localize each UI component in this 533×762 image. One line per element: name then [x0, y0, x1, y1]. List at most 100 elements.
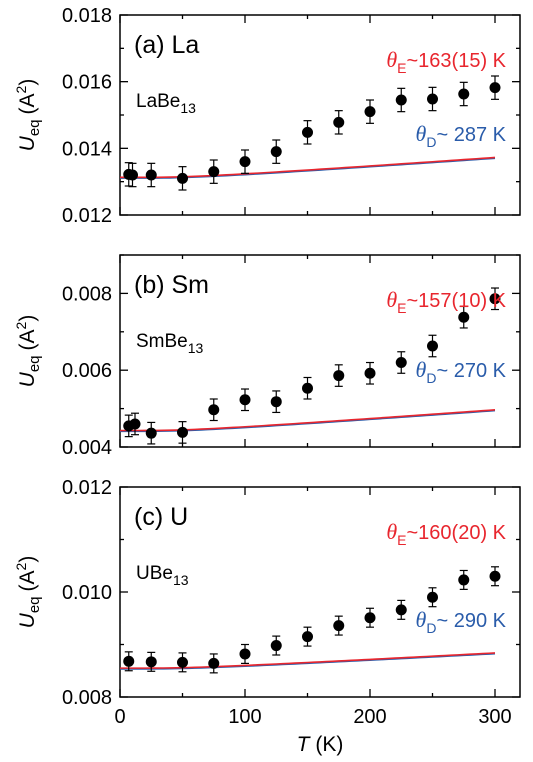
data-point-group: [489, 75, 501, 100]
theta-e-annotation: θE~160(20) K: [386, 519, 506, 548]
compound-label: UBe13: [136, 563, 189, 588]
data-point-group: [302, 120, 313, 145]
data-point-group: [270, 635, 282, 656]
data-point-group: [177, 421, 188, 444]
einstein-fit-line: [119, 652, 496, 669]
data-point-group: [239, 643, 251, 665]
data-point-group: [333, 615, 345, 636]
y-tick-label: 0.016: [62, 72, 112, 94]
data-point-group: [395, 351, 407, 374]
data-point-group: [123, 414, 135, 438]
y-axis-label: Ueq(A2): [13, 79, 43, 152]
data-point: [395, 94, 407, 106]
data-point: [395, 604, 407, 616]
theta-e-annotation: θE~157(10) K: [386, 287, 506, 316]
data-point-group: [208, 159, 220, 184]
data-point-group: [427, 86, 438, 112]
y-tick-label: 0.010: [62, 582, 112, 604]
y-axis-label: Ueq(A2): [13, 315, 43, 388]
data-point-group: [270, 390, 282, 414]
data-point: [239, 648, 251, 660]
data-point-group: [239, 388, 251, 412]
data-point: [270, 640, 282, 652]
y-tick-label: 0.004: [62, 437, 112, 459]
y-tick-label: 0.008: [62, 283, 112, 305]
data-point-group: [333, 364, 345, 387]
panel-label: (a) La: [134, 31, 199, 59]
data-point-group: [177, 652, 188, 673]
y-tick-label: 0.008: [62, 687, 112, 709]
theta-d-annotation: θD~ 287 K: [416, 121, 507, 150]
y-tick-label: 0.014: [62, 138, 112, 160]
data-point: [395, 357, 407, 369]
data-point-group: [395, 599, 407, 620]
data-point: [333, 620, 345, 632]
data-point-group: [239, 149, 251, 174]
panel-1: 0.012 0.014 0.016 0.018 Ueq(A2) (a) La LaBe13 θ…: [13, 5, 521, 227]
data-point-group: [145, 162, 157, 188]
data-point-group: [208, 653, 220, 674]
data-point: [270, 396, 282, 408]
data-point: [177, 172, 188, 184]
data-point: [177, 426, 188, 438]
x-tick-label: 100: [228, 706, 261, 728]
data-point: [208, 657, 220, 669]
data-point: [489, 82, 501, 94]
panel-label: (b) Sm: [134, 271, 209, 299]
data-point: [427, 340, 438, 352]
data-point-group: [145, 651, 157, 672]
data-point: [458, 311, 470, 323]
data-point: [427, 93, 438, 105]
data-point-group: [208, 398, 220, 422]
data-point-group: [127, 162, 138, 188]
data-point: [270, 146, 282, 158]
data-point: [489, 293, 501, 305]
data-point-group: [302, 626, 313, 647]
data-point-group: [489, 287, 501, 311]
data-point-group: [177, 166, 188, 191]
data-point: [489, 570, 501, 582]
y-tick-label: 0.012: [62, 205, 112, 227]
data-point: [145, 169, 157, 181]
data-point-group: [427, 334, 438, 358]
theta-e-annotation: θE~163(15) K: [386, 47, 506, 76]
data-point: [145, 656, 157, 668]
data-point: [333, 370, 345, 382]
panel-2: 0.004 0.006 0.008 Ueq(A2) (b) Sm SmBe13 θE~157…: [13, 254, 521, 459]
data-point: [458, 574, 470, 586]
data-point: [302, 126, 313, 138]
data-point: [364, 106, 376, 118]
einstein-fit-line: [120, 409, 496, 432]
x-tick-label: 300: [478, 706, 511, 728]
theta-d-annotation: θD~ 290 K: [416, 607, 507, 636]
data-point-group: [302, 376, 313, 400]
x-tick-label: 0: [114, 706, 125, 728]
data-point: [239, 394, 251, 406]
data-point-group: [489, 566, 501, 587]
data-point-group: [427, 587, 438, 608]
data-point-group: [123, 651, 135, 672]
data-point-group: [270, 139, 282, 164]
data-point: [364, 612, 376, 624]
data-point: [333, 116, 345, 128]
data-point-group: [129, 412, 141, 436]
data-point: [145, 427, 157, 439]
einstein-fit-line: [120, 156, 496, 179]
data-point: [177, 656, 188, 668]
data-point-group: [458, 81, 470, 107]
plot-frame: [119, 254, 521, 448]
data-point: [129, 418, 141, 430]
data-point: [302, 382, 313, 394]
y-tick-label: 0.006: [62, 360, 112, 382]
data-point: [364, 367, 376, 379]
data-point: [239, 156, 251, 168]
data-point-group: [458, 569, 470, 590]
data-point-group: [395, 87, 407, 113]
compound-label: LaBe13: [136, 91, 196, 116]
data-point-group: [458, 305, 470, 329]
data-point: [427, 591, 438, 603]
data-point-group: [364, 99, 376, 124]
panel-label: (c) U: [134, 503, 188, 531]
compound-label: SmBe13: [136, 331, 204, 356]
